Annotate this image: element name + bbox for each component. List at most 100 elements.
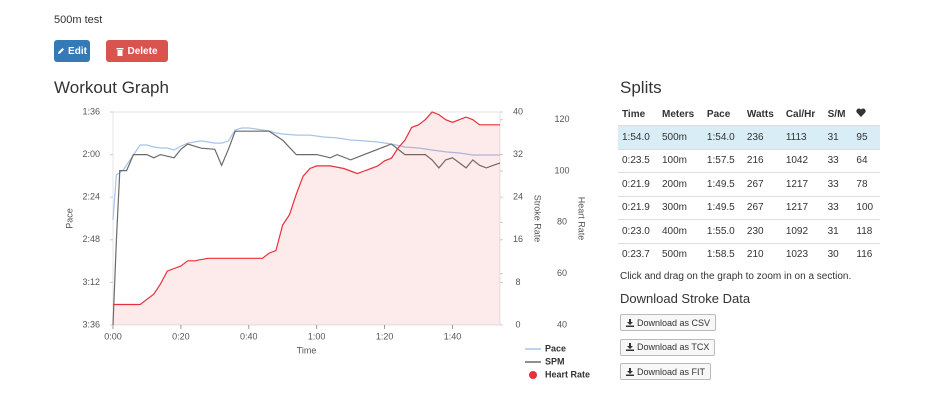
y-tick-label: 100 — [554, 165, 569, 175]
split-cell: 267 — [742, 172, 782, 196]
split-cell: 78 — [852, 172, 880, 196]
split-cell: 300m — [657, 195, 703, 220]
split-cell: 236 — [742, 125, 782, 149]
split-cell: 64 — [852, 148, 880, 173]
column-header: Watts — [746, 108, 774, 120]
split-cell: 400m — [657, 219, 703, 243]
split-cell: 33 — [823, 148, 853, 173]
x-axis-label: Time — [297, 345, 317, 355]
split-cell: 0:23.5 — [618, 148, 658, 173]
split-cell: 100m — [657, 148, 703, 173]
workout-title: 500m test — [54, 14, 103, 26]
split-cell: 1:54.0 — [618, 125, 658, 149]
split-cell: 30 — [823, 242, 853, 266]
split-cell: 31 — [823, 219, 853, 243]
split-cell: 100 — [852, 195, 880, 220]
download-icon — [626, 318, 634, 327]
split-cell: 31 — [823, 125, 853, 149]
y3-axis-label: Heart Rate — [577, 197, 587, 241]
split-row[interactable]: 0:21.9 300m 1:49.5 267 1217 33 100 — [618, 195, 880, 220]
header-row: Time Meters Pace Watts Cal/Hr S/M — [618, 103, 880, 126]
trash-icon — [116, 47, 124, 56]
y-tick-label: 2:24 — [82, 192, 100, 202]
split-cell: 33 — [823, 172, 853, 196]
split-cell: 1217 — [781, 195, 824, 220]
download-icon — [626, 343, 634, 351]
download-button[interactable]: Download as FIT — [620, 363, 712, 380]
split-cell: 1042 — [781, 148, 824, 173]
splits-heading: Splits — [620, 78, 662, 97]
split-cell: 200m — [657, 172, 703, 196]
x-tick-label: 0:00 — [104, 331, 122, 341]
split-row[interactable]: 0:23.7 500m 1:58.5 210 1023 30 116 — [618, 242, 880, 266]
column-header: S/M — [827, 108, 846, 120]
split-cell: 118 — [852, 219, 880, 243]
legend-label: Heart Rate — [545, 369, 590, 379]
split-cell: 1:49.5 — [702, 172, 743, 196]
series-line — [113, 111, 500, 306]
split-cell: 0:21.9 — [618, 195, 658, 220]
y-axis-label: Pace — [64, 208, 74, 229]
split-cell: 1:57.5 — [702, 148, 743, 173]
delete-button[interactable]: Delete — [106, 40, 168, 62]
heart-icon — [856, 108, 867, 117]
split-cell: 0:23.0 — [618, 219, 658, 243]
split-row[interactable]: 0:21.9 200m 1:49.5 267 1217 33 78 — [618, 172, 880, 196]
graph-heading: Workout Graph — [54, 78, 169, 97]
split-cell: 210 — [742, 242, 782, 266]
y-tick-label: 0 — [515, 319, 520, 329]
pencil-icon — [58, 48, 65, 54]
split-cell: 1113 — [781, 125, 824, 149]
y-tick-label: 60 — [557, 268, 567, 278]
x-tick-label: 1:20 — [376, 331, 394, 341]
download-button[interactable]: Download as TCX — [620, 338, 716, 356]
y-tick-label: 24 — [513, 192, 523, 202]
column-header: Meters — [661, 108, 695, 120]
edit-label: Edit — [68, 45, 87, 57]
split-cell: 230 — [742, 219, 782, 243]
split-cell: 1217 — [781, 172, 824, 196]
x-tick-label: 1:00 — [308, 331, 326, 341]
split-row[interactable]: 0:23.5 100m 1:57.5 216 1042 33 64 — [618, 148, 880, 173]
split-cell: 1:58.5 — [702, 242, 743, 266]
download-icon — [626, 367, 634, 376]
legend-label: Pace — [545, 343, 566, 353]
download-button[interactable]: Download as CSV — [620, 314, 717, 331]
split-cell: 116 — [852, 242, 880, 266]
download-label: Download as CSV — [637, 317, 711, 328]
heart-column-header — [852, 103, 880, 126]
download-label: Download as FIT — [637, 366, 706, 377]
workout-graph[interactable]: 0:00 0:20 0:40 1:00 1:20 1:40 3:36 3:12 2:48 2:24… — [0, 0, 610, 413]
y-tick-label: 120 — [554, 114, 569, 124]
column-header: Pace — [706, 108, 731, 120]
table-body: 1:54.0 500m 1:54.0 236 1113 31 95 0:23.5 100m 1:5… — [618, 125, 880, 266]
series-line — [112, 130, 501, 326]
y-tick-label: 3:36 — [82, 319, 100, 329]
split-cell: 0:23.7 — [618, 242, 658, 266]
column-header: Cal/Hr — [785, 108, 816, 120]
split-cell: 216 — [742, 148, 782, 173]
split-cell: 0:21.9 — [618, 172, 658, 196]
x-tick-label: 0:40 — [240, 331, 258, 341]
y-tick-label: 1:36 — [82, 106, 100, 116]
legend-swatch — [529, 371, 537, 379]
legend-label: SPM — [545, 356, 565, 366]
split-cell: 1023 — [781, 242, 824, 266]
y-tick-label: 2:00 — [82, 149, 100, 159]
split-cell: 500m — [657, 242, 703, 266]
y-tick-label: 2:48 — [82, 234, 100, 244]
y-tick-label: 40 — [557, 319, 567, 329]
split-row[interactable]: 0:23.0 400m 1:55.0 230 1092 31 118 — [618, 219, 880, 243]
series-line — [112, 127, 500, 220]
y-tick-label: 3:12 — [82, 277, 100, 287]
area — [113, 112, 500, 325]
x-tick-label: 1:40 — [444, 331, 462, 341]
split-cell: 95 — [852, 125, 880, 149]
split-cell: 33 — [823, 195, 853, 220]
y-tick-label: 80 — [557, 217, 567, 227]
edit-button[interactable]: Edit — [54, 40, 90, 62]
split-cell: 500m — [657, 125, 703, 149]
split-row[interactable]: 1:54.0 500m 1:54.0 236 1113 31 95 — [618, 125, 880, 149]
y-tick-label: 16 — [513, 234, 523, 244]
